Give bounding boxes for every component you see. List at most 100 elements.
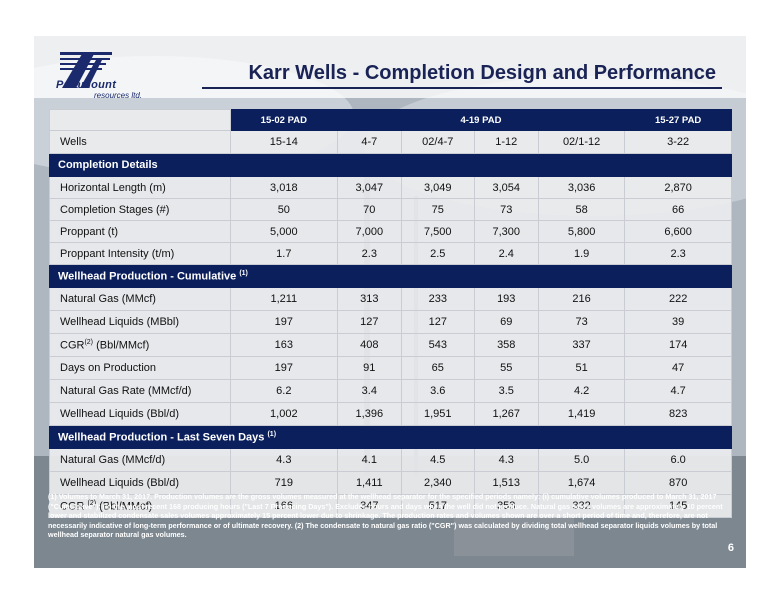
row-label: CGR xyxy=(60,500,88,513)
value-cell: 3,054 xyxy=(473,176,539,199)
well-id-cell: 02/4-7 xyxy=(400,130,475,154)
value-cell: 1,002 xyxy=(230,402,338,426)
value-cell: 75 xyxy=(400,198,475,221)
wells-row: Wells 15-14 4-7 02/4-7 1-12 02/1-12 3-22 xyxy=(49,130,732,154)
section-header-row: Wellhead Production - Cumulative (1) xyxy=(49,264,732,288)
page-title: Karr Wells - Completion Design and Perfo… xyxy=(248,62,716,84)
value-cell: 1,396 xyxy=(336,402,402,426)
value-cell: 3.6 xyxy=(400,379,475,403)
row-footnote-ref: (2) xyxy=(87,499,97,507)
value-cell: 4.3 xyxy=(230,448,338,472)
slide: Paramount resources ltd. Karr Wells - Co… xyxy=(34,36,746,568)
row-label-cell: Days on Production xyxy=(49,356,231,380)
value-cell: 332 xyxy=(537,494,626,518)
row-label: Completion Stages (#) xyxy=(60,203,170,216)
value-cell: 3,047 xyxy=(336,176,402,199)
value-cell: 5,800 xyxy=(537,220,626,243)
value-cell: 353 xyxy=(473,494,539,518)
row-label-cell: Completion Stages (#) xyxy=(49,198,231,221)
pad-header-cell: 15-27 PAD xyxy=(624,109,732,131)
value-cell: 193 xyxy=(473,287,539,311)
row-label: Proppant Intensity (t/m) xyxy=(60,247,175,260)
wells-label: Wells xyxy=(49,130,231,154)
value-cell: 1,419 xyxy=(537,402,626,426)
table-row: Completion Stages (#) 50 70 75 73 58 66 xyxy=(49,198,732,221)
completion-table: 15-02 PAD 4-19 PAD 15-27 PAD Wells 15-14 4-7 0… xyxy=(49,109,732,518)
value-cell: 2.4 xyxy=(473,242,539,265)
value-cell: 51 xyxy=(537,356,626,380)
row-label: Days on Production xyxy=(60,362,156,374)
logo-subtitle: resources ltd. xyxy=(94,91,143,100)
row-label: Natural Gas Rate (MMcf/d) xyxy=(60,385,192,397)
value-cell: 73 xyxy=(537,310,626,334)
paramount-logo-icon xyxy=(60,52,112,88)
section-footnote-ref: (1) xyxy=(267,430,277,438)
row-label: Natural Gas (MMcf/d) xyxy=(60,454,166,466)
value-cell: 91 xyxy=(336,356,402,380)
value-cell: 313 xyxy=(336,287,402,311)
value-cell: 6,600 xyxy=(624,220,732,243)
row-label: Wellhead Liquids (Bbl/d) xyxy=(60,477,180,489)
row-label-cell: Wellhead Liquids (MBbl) xyxy=(49,310,231,334)
value-cell: 73 xyxy=(473,198,539,221)
value-cell: 174 xyxy=(624,333,732,357)
value-cell: 1,267 xyxy=(473,402,539,426)
section-header: Completion Details xyxy=(49,153,732,177)
value-cell: 4.1 xyxy=(336,448,402,472)
value-cell: 222 xyxy=(624,287,732,311)
value-cell: 1,211 xyxy=(230,287,338,311)
row-label-cell: Natural Gas (MMcf/d) xyxy=(49,448,231,472)
value-cell: 543 xyxy=(400,333,475,357)
value-cell: 145 xyxy=(624,494,732,518)
table-row: CGR (2) (Bbl/MMcf) 166 347 517 353 332 145 xyxy=(49,494,732,518)
value-cell: 6.0 xyxy=(624,448,732,472)
row-label-cell: Proppant (t) xyxy=(49,220,231,243)
section-title: Wellhead Production - Last Seven Days xyxy=(58,431,265,444)
value-cell: 4.7 xyxy=(624,379,732,403)
well-id-cell: 02/1-12 xyxy=(537,130,626,154)
value-cell: 2,870 xyxy=(624,176,732,199)
section-title: Completion Details xyxy=(58,159,158,171)
value-cell: 358 xyxy=(473,333,539,357)
row-label-cell: Proppant Intensity (t/m) xyxy=(49,242,231,265)
table-row: Proppant (t) 5,000 7,000 7,500 7,300 5,800 6,6… xyxy=(49,220,732,243)
pad-header-cell: 4-19 PAD xyxy=(336,109,626,131)
value-cell: 408 xyxy=(336,333,402,357)
section-footnote-ref: (1) xyxy=(239,269,248,277)
value-cell: 3,036 xyxy=(537,176,626,199)
value-cell: 3.5 xyxy=(473,379,539,403)
section-header: Wellhead Production - Last Seven Days (1… xyxy=(49,425,732,449)
pad-header-row: 15-02 PAD 4-19 PAD 15-27 PAD xyxy=(49,109,732,131)
value-cell: 127 xyxy=(400,310,475,334)
value-cell: 3,049 xyxy=(400,176,475,199)
value-cell: 7,300 xyxy=(473,220,539,243)
value-cell: 50 xyxy=(230,198,338,221)
row-label-cell: CGR (2) (Bbl/MMcf) xyxy=(49,494,231,518)
table-row: Wellhead Liquids (Bbl/d) 1,002 1,396 1,951 1… xyxy=(49,402,732,426)
value-cell: 2.5 xyxy=(400,242,475,265)
value-cell: 197 xyxy=(230,310,338,334)
row-label: CGR xyxy=(60,339,85,352)
value-cell: 233 xyxy=(400,287,475,311)
table-row: Natural Gas (MMcf/d) 4.3 4.1 4.5 4.3 5.0 6.0 xyxy=(49,448,732,472)
value-cell: 55 xyxy=(473,356,539,380)
well-id-cell: 3-22 xyxy=(624,130,732,154)
value-cell: 1.7 xyxy=(230,242,338,265)
table-row: Natural Gas Rate (MMcf/d) 6.2 3.4 3.6 3.5 4.2… xyxy=(49,379,732,403)
value-cell: 2.3 xyxy=(624,242,732,265)
value-cell: 65 xyxy=(400,356,475,380)
value-cell: 337 xyxy=(537,333,626,357)
row-label: Proppant (t) xyxy=(60,225,119,238)
row-label-cell: CGR(2) (Bbl/MMcf) xyxy=(49,333,231,357)
table-row: CGR(2) (Bbl/MMcf) 163 408 543 358 337 174 xyxy=(49,333,732,357)
footnote: (1) Volumes to March 31, 2017. Productio… xyxy=(48,492,723,539)
value-cell: 163 xyxy=(230,333,338,357)
value-cell: 7,000 xyxy=(336,220,402,243)
table-row: Wellhead Liquids (MBbl) 197 127 127 69 73 39 xyxy=(49,310,732,334)
row-label: Natural Gas (MMcf) xyxy=(60,293,156,305)
table-row: Natural Gas (MMcf) 1,211 313 233 193 216 222 xyxy=(49,287,732,311)
row-label-cell: Natural Gas Rate (MMcf/d) xyxy=(49,379,231,403)
value-cell: 4.2 xyxy=(537,379,626,403)
section-header: Wellhead Production - Cumulative (1) xyxy=(49,264,732,288)
section-header-row: Completion Details xyxy=(49,153,732,177)
